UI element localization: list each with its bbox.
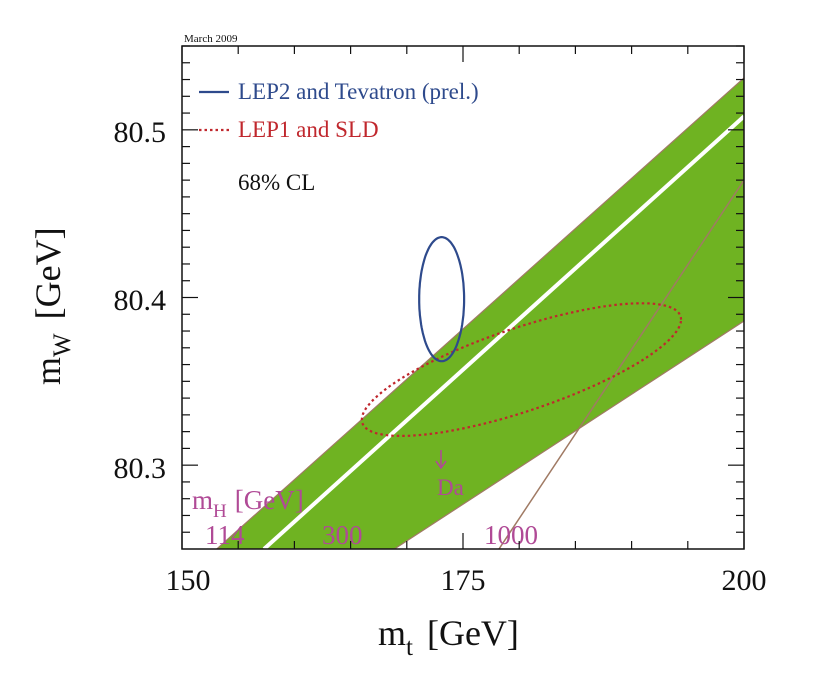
y-tick-label-80.5: 80.5 xyxy=(114,116,167,149)
x-tick-label-175: 175 xyxy=(441,564,486,597)
y-tick-label-80.3: 80.3 xyxy=(114,452,167,485)
arrow-label: Da xyxy=(437,475,464,500)
date-label: March 2009 xyxy=(184,33,238,45)
legend-label-lep2: LEP2 and Tevatron (prel.) xyxy=(238,79,479,104)
sm-band xyxy=(215,77,744,549)
legend-label-lep1: LEP1 and SLD xyxy=(238,117,379,142)
mh-value-1000: 1000 xyxy=(484,520,538,550)
lep1-sld-contour xyxy=(360,302,683,437)
mh-axis-label: mH [GeV] xyxy=(192,485,304,522)
confidence-level-label: 68% CL xyxy=(238,170,315,195)
arrow-down-icon xyxy=(435,450,447,470)
mh-value-300: 300 xyxy=(322,520,363,550)
x-tick-label-200: 200 xyxy=(722,564,767,597)
x-axis-label: mt [GeV] xyxy=(378,613,519,661)
mh-value-114: 114 xyxy=(205,520,245,550)
y-tick-label-80.4: 80.4 xyxy=(114,284,167,317)
x-tick-label-150: 150 xyxy=(166,564,211,597)
axis-ticks xyxy=(181,45,745,549)
mh-1000-line xyxy=(498,179,744,549)
y-axis-label: mW[GeV] xyxy=(28,227,76,385)
lep2-tevatron-contour xyxy=(418,235,466,363)
